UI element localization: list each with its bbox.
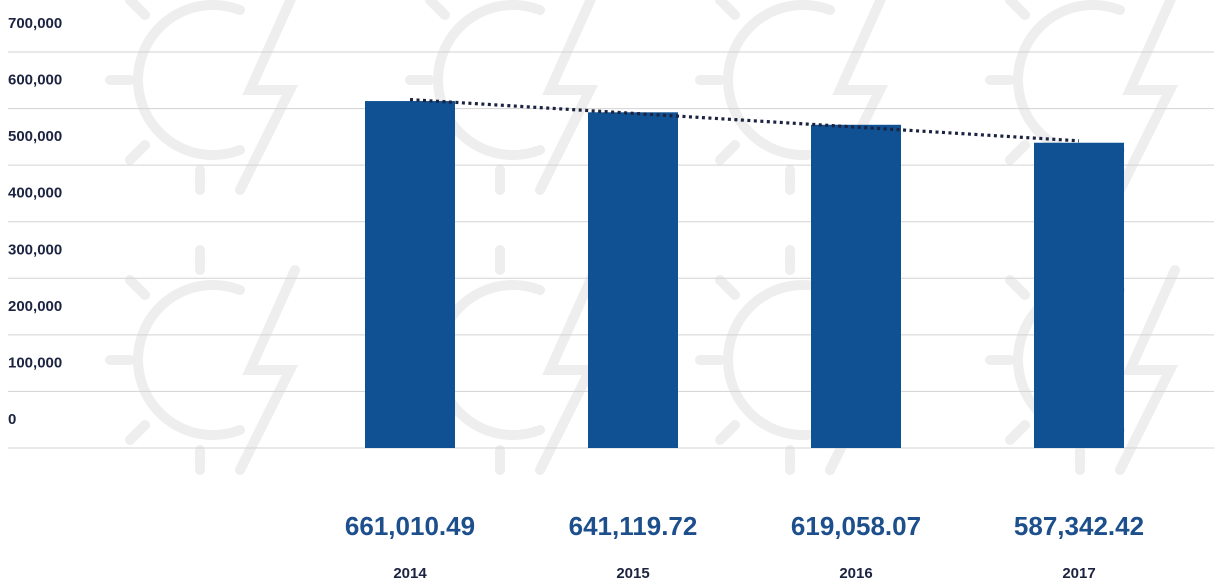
watermark-tile	[405, 0, 599, 195]
watermark-tile	[105, 245, 300, 475]
value-label-2016: 619,058.07	[791, 511, 921, 541]
bar-2014	[365, 101, 455, 449]
y-tick-label: 100,000	[8, 354, 62, 371]
watermark-tile	[105, 0, 299, 195]
value-label-2015: 641,119.72	[569, 511, 698, 541]
trendline	[409, 97, 1080, 143]
value-label-2017: 587,342.42	[1014, 511, 1144, 541]
x-tick-label-2014: 2014	[393, 565, 427, 581]
y-tick-label: 600,000	[8, 72, 62, 89]
bar-2017	[1034, 142, 1124, 449]
y-tick-label: 0	[8, 411, 16, 428]
value-labels: 661,010.49 641,119.72 619,058.07 587,342.42	[345, 511, 1144, 541]
y-axis-ticks: 0 100,000 200,000 300,000 400,000 500,000 600,…	[8, 15, 62, 428]
x-axis-labels: 2014 2015 2016 2017	[393, 565, 1095, 581]
x-tick-label-2016: 2016	[839, 565, 872, 581]
bar-2016	[811, 124, 901, 448]
y-tick-label: 500,000	[8, 128, 62, 145]
y-tick-label: 400,000	[8, 185, 62, 202]
watermark-logo	[105, 0, 1180, 475]
x-tick-label-2015: 2015	[616, 565, 649, 581]
bar-2015	[588, 112, 678, 448]
y-tick-label: 200,000	[8, 298, 62, 315]
x-tick-label-2017: 2017	[1062, 565, 1095, 581]
value-label-2014: 661,010.49	[345, 511, 475, 541]
bars	[365, 101, 1124, 449]
y-tick-label: 300,000	[8, 241, 62, 258]
y-tick-label: 700,000	[8, 15, 62, 32]
